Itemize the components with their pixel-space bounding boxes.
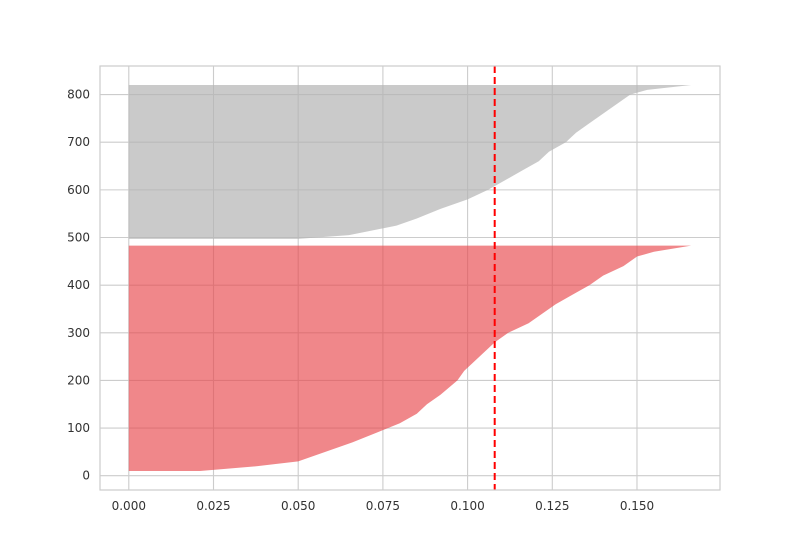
silhouette-areas: [128, 85, 692, 471]
x-axis-ticks: 0.000 0.025 0.050 0.075 0.100 0.125 0.150: [112, 499, 655, 513]
plot-frame: [99, 65, 721, 491]
x-tick-label: 0.100: [450, 499, 484, 513]
x-tick-label: 0.050: [281, 499, 315, 513]
y-axis-ticks: 0 100 200 300 400 500 600 700 800: [67, 88, 90, 483]
y-tick-label: 400: [67, 278, 90, 292]
x-tick-label: 0.000: [112, 499, 146, 513]
x-tick-label: 0.075: [366, 499, 400, 513]
x-tick-label: 0.150: [620, 499, 654, 513]
x-tick-label: 0.125: [535, 499, 569, 513]
silhouette-area-cluster-0: [128, 245, 692, 471]
y-tick-label: 300: [67, 326, 90, 340]
y-tick-label: 200: [67, 373, 90, 387]
y-tick-label: 700: [67, 135, 90, 149]
y-tick-label: 800: [67, 88, 90, 102]
y-tick-label: 600: [67, 183, 90, 197]
y-tick-label: 0: [82, 469, 90, 483]
y-tick-label: 500: [67, 231, 90, 245]
silhouette-area-cluster-1: [128, 85, 692, 239]
y-tick-label: 100: [67, 421, 90, 435]
x-tick-label: 0.025: [196, 499, 230, 513]
